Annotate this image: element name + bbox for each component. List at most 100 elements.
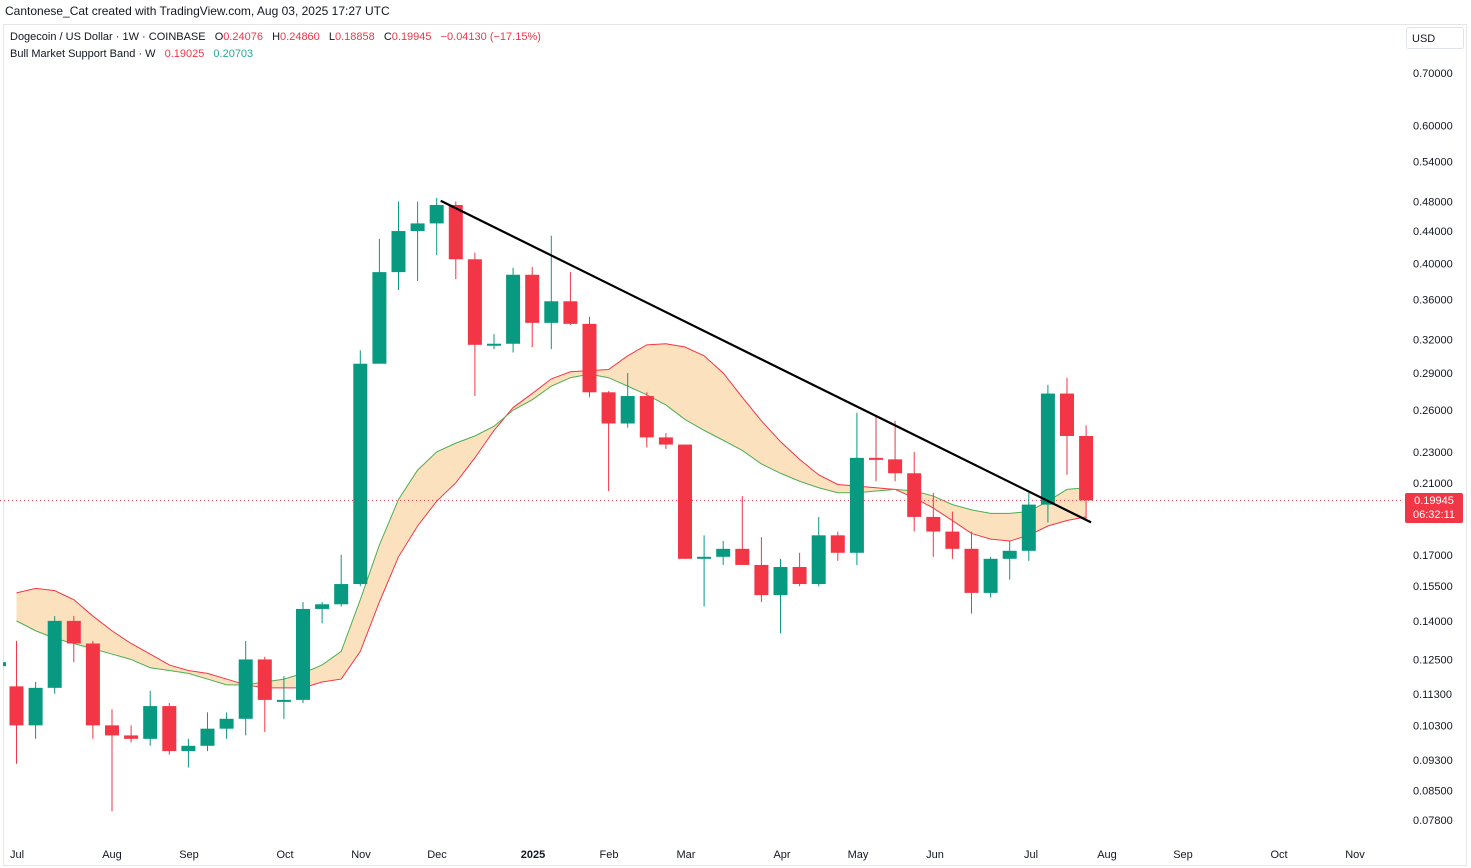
candle-up [429, 205, 444, 224]
low-value: 0.18858 [334, 31, 375, 43]
y-tick-label: 0.07800 [1413, 815, 1453, 827]
bar-countdown: 06:32:11 [1412, 509, 1455, 521]
y-tick-label: 0.17000 [1413, 550, 1453, 562]
candle-down [678, 444, 692, 559]
candle-down [257, 659, 272, 700]
candle-down [124, 735, 139, 739]
candle-down [582, 323, 597, 393]
candle-up [238, 659, 253, 719]
candle-down [735, 548, 750, 565]
candle-up [410, 223, 425, 232]
candle-up [372, 272, 387, 364]
change-value: −0.04130 (−17.15%) [440, 31, 541, 43]
candle-down [945, 531, 960, 549]
x-tick-label: Aug [1097, 849, 1117, 861]
band-sma-line [16, 343, 1087, 689]
candle-down [9, 686, 24, 726]
x-tick-label: 2025 [521, 849, 545, 861]
candle-down [105, 725, 119, 736]
x-tick-label: May [848, 849, 869, 861]
candle-down [639, 396, 654, 438]
low-label: L [328, 31, 335, 43]
y-tick-label: 0.11300 [1413, 689, 1452, 701]
indicator-legend[interactable]: Bull Market Support Band · W 0.19025 0.2… [10, 48, 253, 60]
candle-down [162, 706, 177, 752]
band-lower-value: 0.19025 [164, 48, 205, 60]
y-tick-label: 0.40000 [1413, 259, 1453, 271]
candle-down [869, 457, 883, 460]
y-tick-label: 0.15500 [1413, 581, 1453, 593]
candle-down [467, 259, 482, 345]
candle-down [792, 567, 807, 585]
high-label: H [272, 31, 281, 43]
support-band-fill [16, 343, 1087, 688]
high-value: 0.24860 [280, 31, 320, 43]
y-tick-label: 0.48000 [1413, 196, 1453, 208]
x-tick-label: Apr [773, 849, 790, 861]
attribution: Cantonese_Cat created with TradingView.c… [5, 4, 390, 18]
candle-up [296, 608, 310, 700]
x-tick-label: Nov [1345, 849, 1365, 861]
candle-up [1002, 550, 1017, 559]
x-tick-label: Jun [926, 849, 944, 861]
band-ema-line [16, 373, 1087, 686]
x-tick-label: Oct [1270, 849, 1287, 861]
x-tick-label: Jul [10, 849, 24, 861]
chart-frame [3, 24, 1467, 866]
candle-up [849, 457, 864, 553]
y-tick-label: 0.09300 [1413, 755, 1453, 767]
y-tick-label: 0.14000 [1413, 616, 1453, 628]
band-upper-value: 0.20703 [213, 48, 254, 60]
candle-up [716, 548, 731, 557]
y-tick-label: 0.26000 [1413, 405, 1453, 417]
candle-up [353, 363, 368, 585]
last-price-tag: 0.19945 06:32:11 [1405, 493, 1463, 523]
y-tick-label: 0.08500 [1413, 786, 1453, 798]
y-tick-label: 0.32000 [1413, 334, 1453, 346]
candle-up [334, 584, 349, 605]
close-label: C [383, 31, 392, 43]
indicator-title: Bull Market Support Band · W [10, 48, 156, 60]
candle-down [66, 620, 81, 644]
candle-up [219, 718, 234, 729]
candle-up [1021, 504, 1036, 551]
candle-down [525, 274, 540, 323]
candle-up [143, 706, 158, 739]
candle-down [563, 301, 578, 324]
candle-down [888, 459, 903, 474]
candle-down [1079, 435, 1094, 501]
open-label: O [214, 31, 224, 43]
y-tick-label: 0.44000 [1413, 226, 1453, 238]
candle-up [983, 558, 998, 593]
x-tick-label: Sep [179, 849, 199, 861]
candle-up [181, 745, 196, 752]
x-tick-label: Jul [1024, 849, 1038, 861]
y-tick-label: 0.54000 [1413, 156, 1453, 168]
candle-up [697, 556, 712, 559]
last-price-value: 0.19945 [1414, 495, 1454, 507]
y-tick-label: 0.10300 [1413, 720, 1453, 732]
candle-down [964, 548, 979, 593]
close-value: 0.19945 [391, 31, 432, 43]
y-tick-label: 0.12500 [1413, 654, 1453, 666]
currency-button[interactable]: USD [1406, 27, 1464, 49]
candle-up [487, 343, 501, 346]
x-tick-label: Oct [276, 849, 293, 861]
x-tick-label: Aug [102, 849, 122, 861]
candle-up [28, 687, 43, 726]
candle-up [315, 604, 330, 609]
x-tick-label: Feb [600, 849, 619, 861]
candle-up [811, 535, 826, 585]
x-tick-label: Mar [677, 849, 696, 861]
y-tick-label: 0.70000 [1413, 68, 1453, 80]
candle-down [85, 643, 100, 726]
y-tick-label: 0.60000 [1413, 120, 1453, 132]
x-tick-label: Nov [351, 849, 371, 861]
candle-up [773, 567, 788, 596]
symbol-legend[interactable]: Dogecoin / US Dollar · 1W · COINBASE O 0.… [10, 31, 541, 43]
candle-up [1040, 393, 1055, 505]
y-tick-label: 0.36000 [1413, 294, 1453, 306]
candle-partial [3, 662, 6, 667]
symbol-title: Dogecoin / US Dollar · 1W · COINBASE [10, 31, 206, 43]
